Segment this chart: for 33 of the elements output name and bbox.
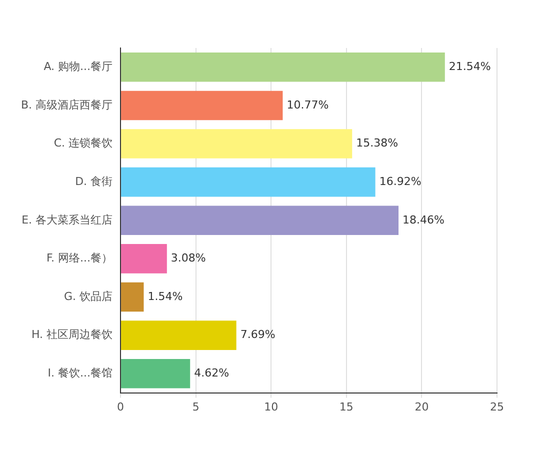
data-label: 3.08%	[170, 252, 206, 265]
bar	[121, 358, 190, 388]
x-tick-label: 25	[490, 400, 504, 414]
bar	[121, 320, 236, 350]
x-tick-label: 10	[264, 400, 278, 414]
data-label: 1.54%	[148, 290, 183, 303]
data-label: 15.38%	[356, 136, 398, 150]
bar	[121, 52, 445, 82]
y-tick-label: G. 饮品店	[64, 290, 113, 303]
x-tick-label: 20	[414, 400, 429, 414]
bar	[121, 244, 167, 274]
y-tick-label: E. 各大菜系当红店	[22, 213, 113, 226]
data-label: 10.77%	[286, 98, 329, 112]
y-tick-label: B. 高级酒店西餐厅	[20, 98, 113, 112]
x-tick-label: 0	[117, 400, 124, 414]
data-label: 18.46%	[402, 213, 444, 226]
x-tick-label: 5	[192, 400, 200, 414]
x-tick-label: 15	[339, 400, 354, 414]
data-label: 21.54%	[448, 60, 491, 74]
y-tick-label: D. 食街	[75, 174, 113, 188]
bar	[121, 129, 352, 158]
y-tick-label: I. 餐饮...餐馆	[48, 366, 113, 380]
data-label: 4.62%	[194, 366, 230, 380]
data-label: 16.92%	[379, 174, 422, 188]
y-tick-label: F. 网络...餐）	[46, 252, 113, 265]
bar	[121, 167, 376, 197]
bar	[121, 90, 283, 120]
y-tick-label: A. 购物...餐厅	[44, 60, 113, 74]
bar	[121, 206, 399, 236]
y-tick-label: H. 社区周边餐饮	[31, 328, 113, 342]
y-tick-label: C. 连锁餐饮	[54, 136, 113, 150]
data-label: 7.69%	[240, 328, 276, 342]
bar	[121, 282, 144, 312]
